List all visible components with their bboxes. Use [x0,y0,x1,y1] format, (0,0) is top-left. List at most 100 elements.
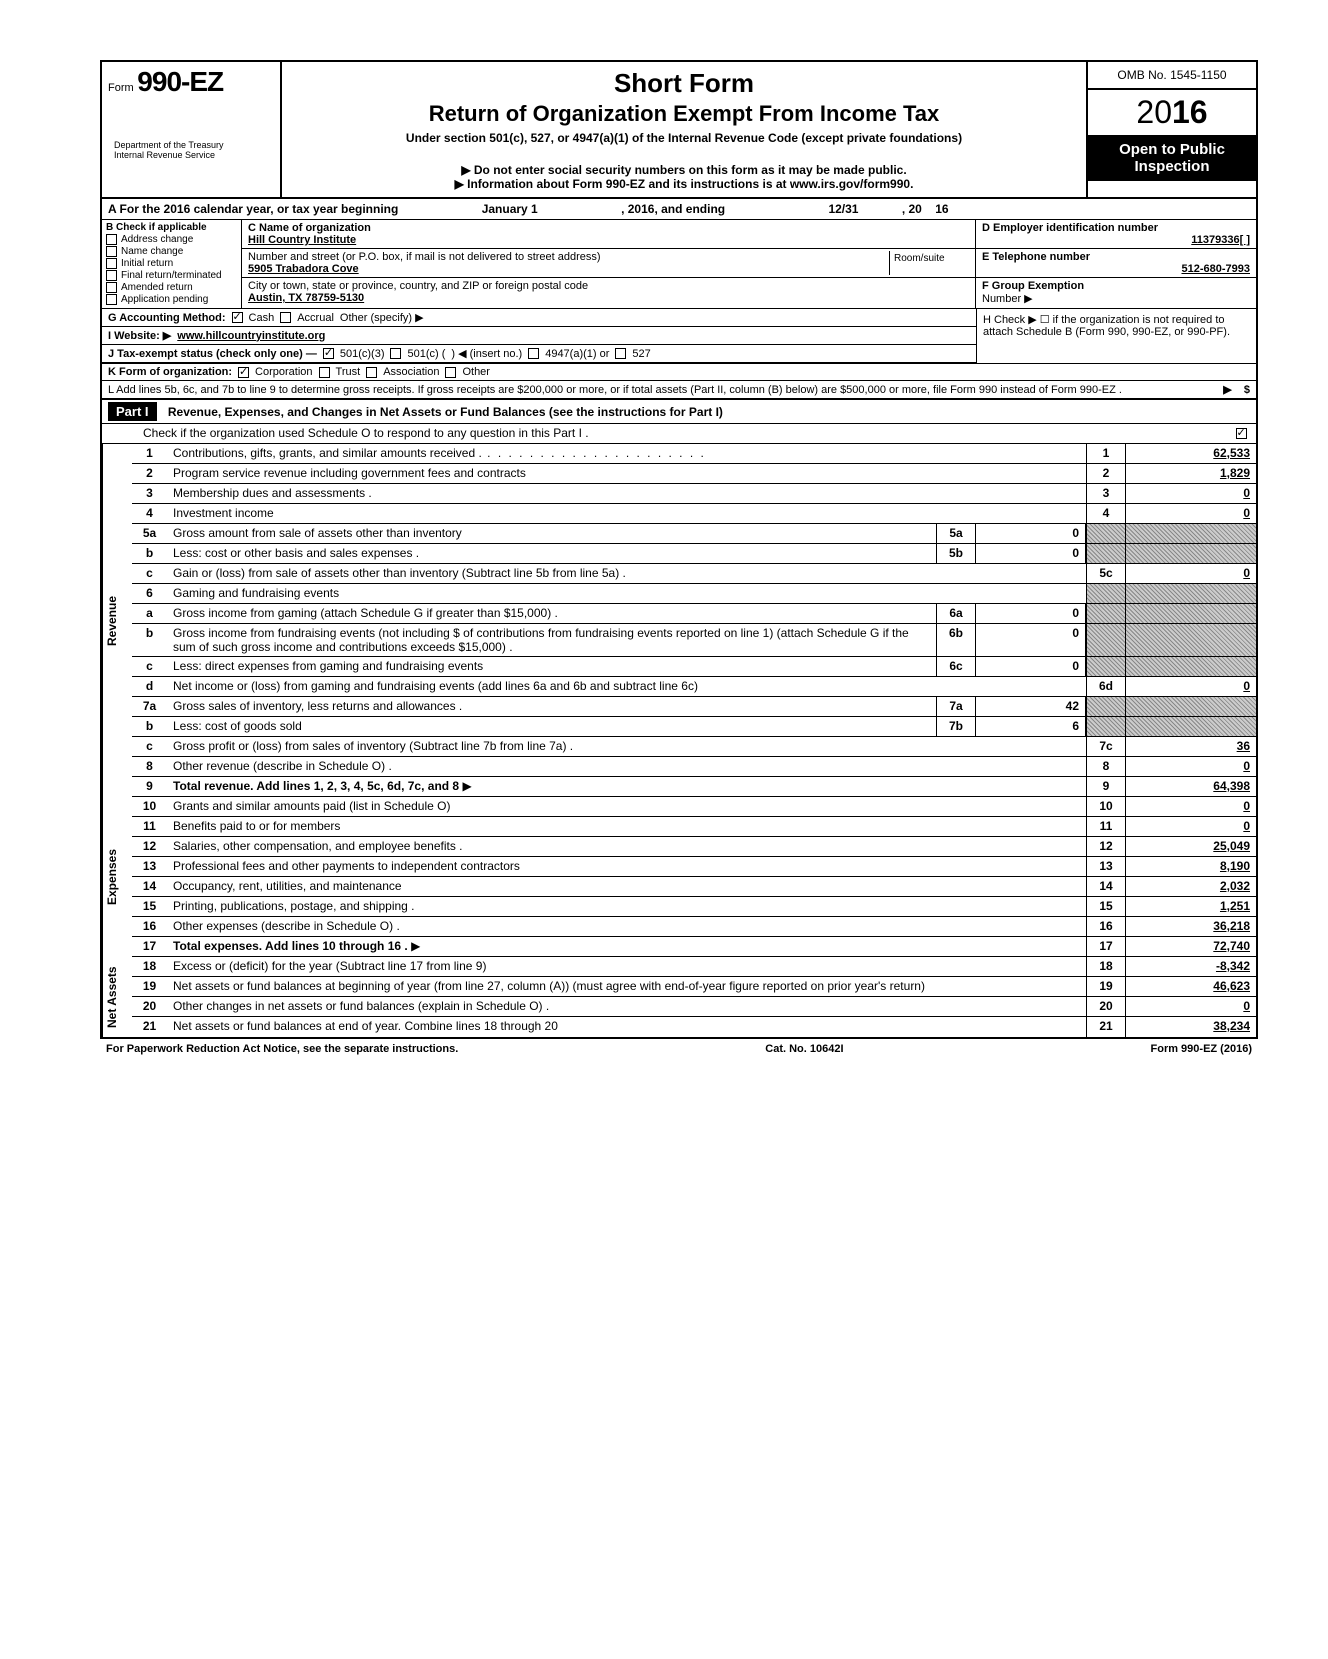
revenue-section: Revenue 1Contributions, gifts, grants, a… [102,444,1256,797]
header-row: Form 990-EZ Department of the Treasury I… [102,62,1256,199]
header-right: OMB No. 1545-1150 2016 Open to Public In… [1086,62,1256,197]
checkbox-association[interactable] [366,367,377,378]
do-not-enter: ▶ Do not enter social security numbers o… [292,163,1076,177]
col-b-header: B Check if applicable [106,222,237,233]
line-i: I Website: ▶ www.hillcountryinstitute.or… [102,327,976,345]
line-6b-val: 0 [976,624,1086,656]
checkbox-corporation[interactable] [238,367,249,378]
line-1-val: 62,533 [1126,444,1256,463]
col-b-checkboxes: B Check if applicable Address change Nam… [102,220,242,308]
line-7b-val: 6 [976,717,1086,736]
dept-treasury: Department of the Treasury [114,140,268,150]
omb-number: OMB No. 1545-1150 [1088,62,1256,90]
checkbox-app-pending[interactable] [106,294,117,305]
checkbox-trust[interactable] [319,367,330,378]
line-a: A For the 2016 calendar year, or tax yea… [102,199,1256,220]
line-8-val: 0 [1126,757,1256,776]
checkbox-final-return[interactable] [106,270,117,281]
part1-label: Part I [108,402,157,421]
form-footer: Form 990-EZ (2016) [1151,1043,1252,1055]
line-20-val: 0 [1126,997,1256,1016]
header-center: Short Form Return of Organization Exempt… [282,62,1086,197]
ein-label: D Employer identification number [982,222,1250,234]
city-label: City or town, state or province, country… [248,280,969,292]
tax-year: 2016 [1088,90,1256,135]
line-7a-val: 42 [976,697,1086,716]
return-title: Return of Organization Exempt From Incom… [292,101,1076,127]
net-assets-label: Net Assets [102,957,132,1037]
part1-check-row: Check if the organization used Schedule … [102,424,1256,444]
line-5c-val: 0 [1126,564,1256,583]
org-name: Hill Country Institute [248,234,969,246]
street-address: 5905 Trabadora Cove [248,263,889,275]
form-number: 990-EZ [137,66,223,97]
checkbox-schedule-o[interactable] [1236,428,1247,439]
entity-block: B Check if applicable Address change Nam… [102,220,1256,309]
line-4-val: 0 [1126,504,1256,523]
website-value: www.hillcountryinstitute.org [177,330,325,342]
line-h: H Check ▶ ☐ if the organization is not r… [976,309,1256,363]
info-about: ▶ Information about Form 990-EZ and its … [292,177,1076,191]
line-10-val: 0 [1126,797,1256,816]
line-6c-val: 0 [976,657,1086,676]
checkbox-name-change[interactable] [106,246,117,257]
city-state-zip: Austin, TX 78759-5130 [248,292,969,304]
line-5b-val: 0 [976,544,1086,563]
group-exemption-label: F Group Exemption [982,280,1250,292]
checkbox-amended[interactable] [106,282,117,293]
line-j: J Tax-exempt status (check only one) — 5… [102,345,976,363]
col-right: D Employer identification number 1137933… [976,220,1256,308]
under-section: Under section 501(c), 527, or 4947(a)(1)… [292,131,1076,145]
checkbox-501c3[interactable] [323,348,334,359]
line-18-val: -8,342 [1126,957,1256,976]
line-5a-val: 0 [976,524,1086,543]
line-2-val: 1,829 [1126,464,1256,483]
line-13-val: 8,190 [1126,857,1256,876]
line-3-val: 0 [1126,484,1256,503]
footer: For Paperwork Reduction Act Notice, see … [100,1039,1258,1059]
line-6a-val: 0 [976,604,1086,623]
line-21-val: 38,234 [1126,1017,1256,1037]
checkbox-501c[interactable] [390,348,401,359]
name-label: C Name of organization [248,222,969,234]
checkbox-accrual[interactable] [280,312,291,323]
revenue-label: Revenue [102,444,132,797]
line-7c-val: 36 [1126,737,1256,756]
line-17-val: 72,740 [1126,937,1256,956]
checkbox-cash[interactable] [232,312,243,323]
header-left: Form 990-EZ Department of the Treasury I… [102,62,282,197]
line-l: L Add lines 5b, 6c, and 7b to line 9 to … [102,381,1256,400]
ein-value: 11379336[ ] [982,234,1250,246]
phone-label: E Telephone number [982,251,1250,263]
col-c: C Name of organization Hill Country Inst… [242,220,976,308]
line-6d-val: 0 [1126,677,1256,696]
line-15-val: 1,251 [1126,897,1256,916]
form-990ez: Form 990-EZ Department of the Treasury I… [100,60,1258,1039]
phone-value: 512-680-7993 [982,263,1250,275]
expenses-label: Expenses [102,797,132,957]
line-12-val: 25,049 [1126,837,1256,856]
expenses-section: Expenses 10Grants and similar amounts pa… [102,797,1256,957]
checkbox-527[interactable] [615,348,626,359]
checkbox-other-org[interactable] [445,367,456,378]
checkbox-initial-return[interactable] [106,258,117,269]
checkbox-address-change[interactable] [106,234,117,245]
form-prefix: Form [108,82,134,94]
line-16-val: 36,218 [1126,917,1256,936]
addr-label: Number and street (or P.O. box, if mail … [248,251,889,263]
group-exemption-number: Number ▶ [982,292,1250,305]
short-form-title: Short Form [292,68,1076,99]
part1-title: Revenue, Expenses, and Changes in Net As… [168,405,723,419]
line-19-val: 46,623 [1126,977,1256,996]
line-9-val: 64,398 [1126,777,1256,796]
line-14-val: 2,032 [1126,877,1256,896]
open-to-public: Open to Public Inspection [1088,135,1256,181]
line-11-val: 0 [1126,817,1256,836]
checkbox-4947[interactable] [528,348,539,359]
line-g: G Accounting Method: Cash Accrual Other … [102,309,976,327]
part1-header: Part I Revenue, Expenses, and Changes in… [102,400,1256,424]
cat-number: Cat. No. 10642I [765,1043,843,1055]
paperwork-notice: For Paperwork Reduction Act Notice, see … [106,1043,458,1055]
room-suite-label: Room/suite [889,251,969,275]
irs: Internal Revenue Service [114,150,268,160]
